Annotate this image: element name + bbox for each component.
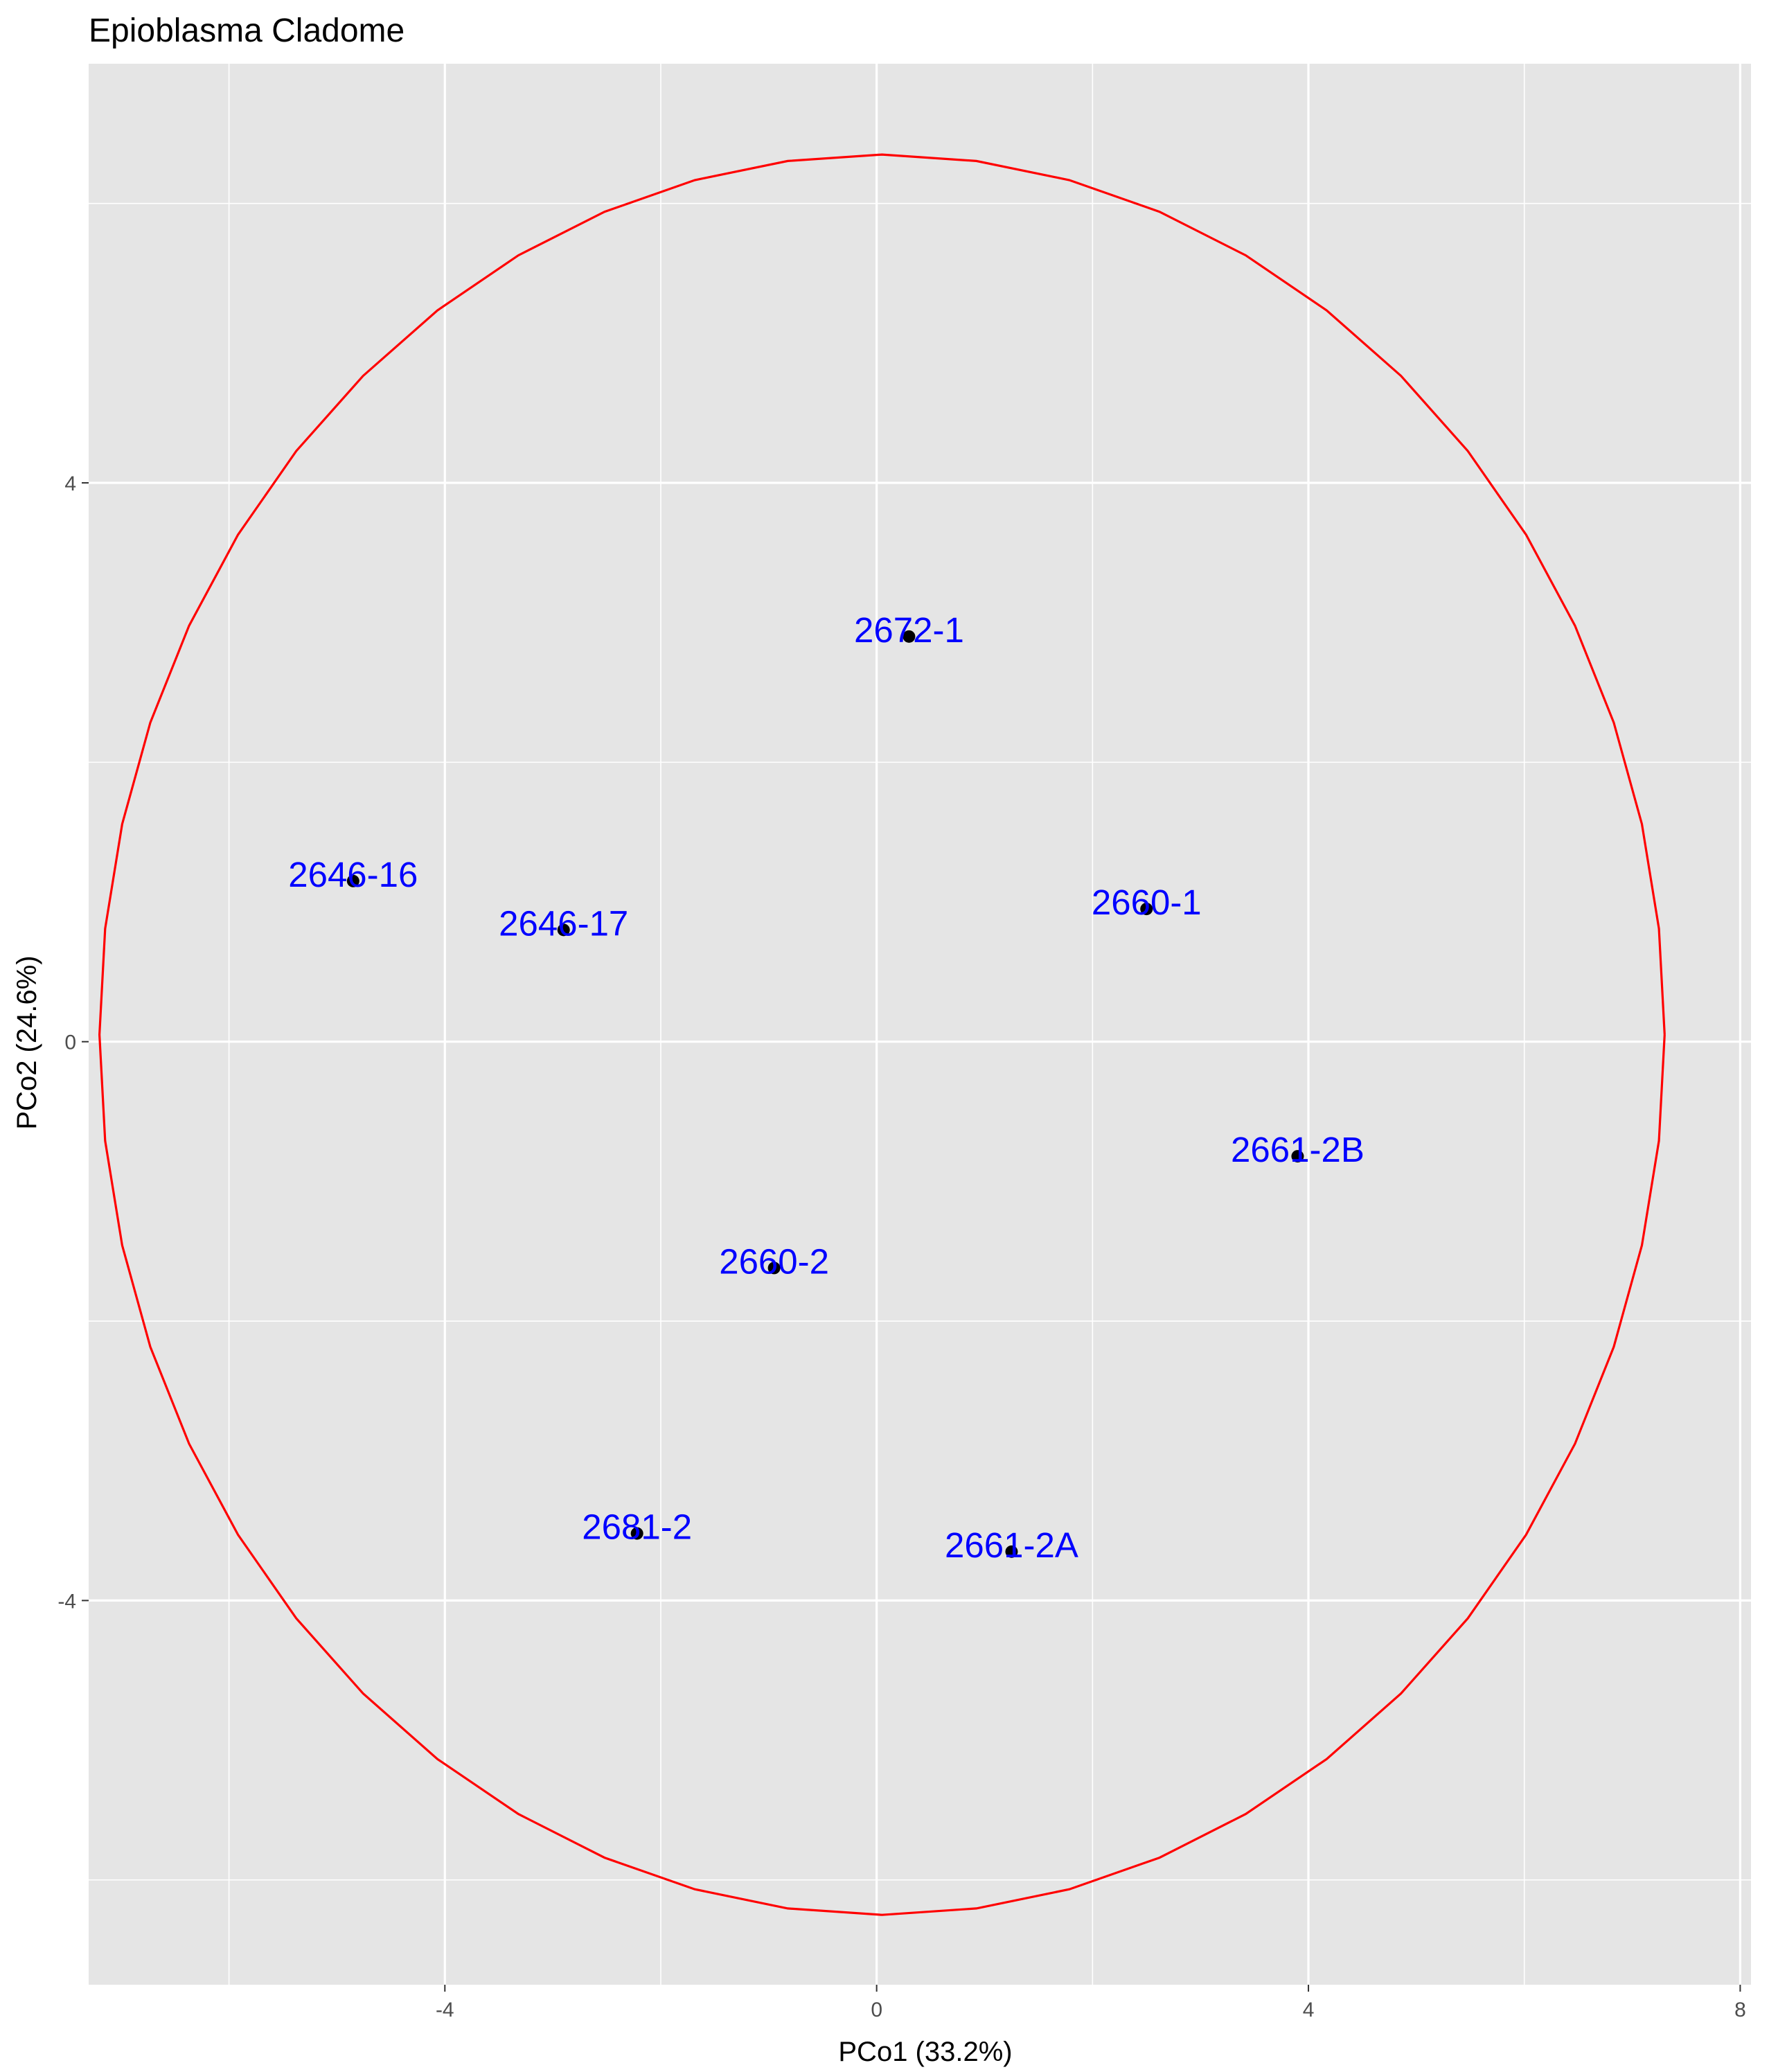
point-labels: 2672-1 2646-16 2646-17 2660-1 2661-2B 2660-2 2… — [288, 610, 1364, 1565]
x-axis-title: PCo1 (33.2%) — [838, 2037, 1012, 2067]
point-label: 2661-2A — [945, 1525, 1078, 1565]
y-tick-label: -4 — [57, 1590, 76, 1613]
y-tick-label: 0 — [64, 1031, 76, 1054]
data-point — [767, 1261, 781, 1275]
point-label: 2646-16 — [288, 855, 418, 894]
data-point — [346, 874, 359, 887]
point-label: 2681-2 — [582, 1507, 692, 1547]
axis-ticks: -4 0 4 8 -4 0 4 — [57, 472, 1745, 2021]
data-point — [1140, 903, 1153, 916]
point-label: 2646-17 — [499, 903, 628, 943]
data-point — [1005, 1545, 1018, 1558]
point-label: 2660-1 — [1092, 883, 1202, 922]
plot-panel — [89, 64, 1751, 1985]
point-label: 2660-2 — [719, 1241, 829, 1281]
y-tick-label: 4 — [64, 472, 76, 495]
chart-title: Epioblasma Cladome — [89, 12, 405, 49]
x-tick-label: 8 — [1734, 1999, 1746, 2021]
confidence-ellipse-group — [98, 153, 1666, 1916]
data-point — [1291, 1150, 1304, 1163]
data-points — [346, 630, 1304, 1558]
point-label: 2661-2B — [1231, 1130, 1364, 1169]
data-point — [557, 923, 570, 937]
confidence-ellipse — [98, 153, 1666, 1916]
x-tick-label: 4 — [1303, 1999, 1315, 2021]
point-label: 2672-1 — [854, 610, 964, 650]
x-tick-label: 0 — [871, 1999, 882, 2021]
data-point — [903, 630, 916, 643]
panel-background — [89, 64, 1751, 1985]
y-axis-title: PCo2 (24.6%) — [12, 955, 42, 1129]
x-tick-label: -4 — [436, 1999, 454, 2021]
data-point — [630, 1527, 643, 1540]
